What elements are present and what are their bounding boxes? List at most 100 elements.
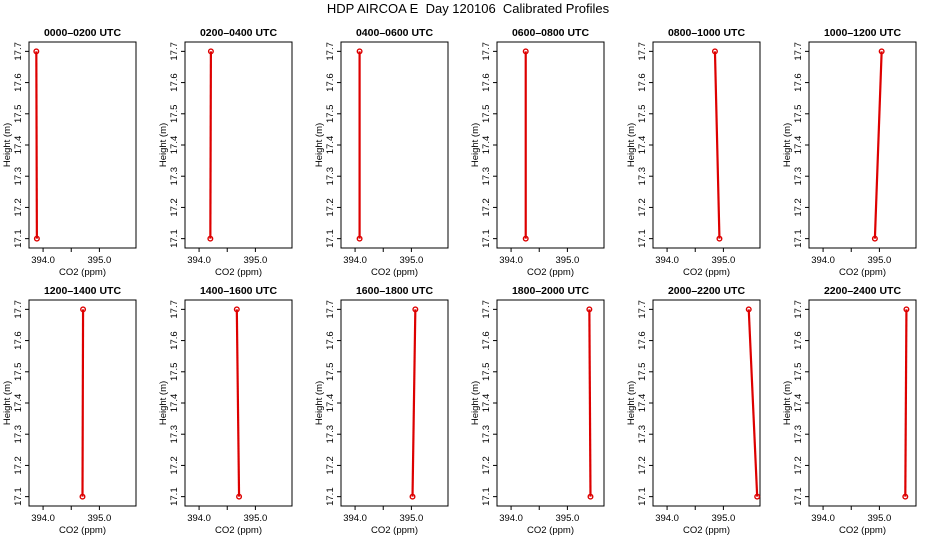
y-tick-label: 17.4	[481, 394, 492, 413]
y-axis-label: Height (m)	[2, 381, 13, 425]
x-tick-label: 395.0	[244, 255, 268, 266]
x-axis-label: CO2 (ppm)	[839, 525, 886, 536]
x-axis-label: CO2 (ppm)	[215, 267, 262, 278]
y-tick-label: 17.7	[169, 42, 180, 61]
plot-frame	[652, 41, 761, 249]
y-tick-label: 17.3	[325, 425, 336, 444]
y-tick-label: 17.7	[13, 300, 24, 319]
profile-point	[207, 235, 214, 242]
y-tick-label: 17.4	[325, 136, 336, 155]
profile-line	[747, 309, 759, 497]
y-tick-label: 17.3	[637, 425, 648, 444]
x-tick-label: 395.0	[712, 513, 736, 524]
panel-2: 0200–0400 UTC 394.0 395.0 17.1 17.2 17.3 17.4 1…	[158, 27, 293, 278]
y-tick-label: 17.4	[637, 394, 648, 413]
y-tick-label: 17.2	[169, 198, 180, 217]
x-tick-label: 395.0	[556, 513, 580, 524]
y-tick-label: 17.1	[13, 487, 24, 506]
y-tick-label: 17.6	[169, 331, 180, 350]
panel-1: 0000–0200 UTC 394.0 395.0 17.1 17.2 17.3 17.4 1…	[2, 27, 137, 278]
y-axis-label: Height (m)	[2, 123, 13, 167]
y-tick-label: 17.1	[481, 487, 492, 506]
y-tick-label: 17.4	[793, 136, 804, 155]
x-tick-label: 394.0	[655, 255, 679, 266]
y-tick-label: 17.6	[637, 73, 648, 92]
y-tick-label: 17.5	[637, 363, 648, 382]
profile-point	[522, 235, 529, 242]
plot-frame	[808, 41, 917, 249]
profile-point	[902, 493, 909, 500]
y-tick-label: 17.2	[637, 198, 648, 217]
profile-point	[522, 48, 529, 55]
profile-point	[716, 235, 723, 242]
y-axis-label: Height (m)	[158, 123, 169, 167]
y-axis-label: Height (m)	[314, 123, 325, 167]
profile-point	[903, 306, 910, 313]
x-tick-label: 395.0	[712, 255, 736, 266]
x-tick-label: 395.0	[88, 513, 112, 524]
panel-6: 1000–1200 UTC 394.0 395.0 17.1 17.2 17.3 17.4 1…	[782, 27, 917, 278]
y-tick-label: 17.3	[325, 167, 336, 186]
profile-line	[904, 309, 908, 497]
profile-point	[33, 235, 40, 242]
panel-title: 0400–0600 UTC	[356, 27, 433, 39]
y-tick-label: 17.7	[169, 300, 180, 319]
x-tick-label: 394.0	[31, 513, 55, 524]
y-tick-label: 17.5	[325, 105, 336, 124]
y-tick-label: 17.7	[793, 42, 804, 61]
y-tick-label: 17.7	[13, 42, 24, 61]
y-tick-label: 17.5	[169, 363, 180, 382]
y-tick-label: 17.6	[13, 331, 24, 350]
x-tick-label: 394.0	[343, 513, 367, 524]
panel-title: 1800–2000 UTC	[512, 285, 589, 297]
profile-point	[586, 306, 593, 313]
y-tick-label: 17.7	[325, 42, 336, 61]
plot-frame	[184, 41, 293, 249]
y-tick-label: 17.7	[637, 300, 648, 319]
y-tick-label: 17.4	[793, 394, 804, 413]
y-tick-label: 17.2	[637, 456, 648, 475]
profile-line	[588, 309, 592, 497]
profile-point	[587, 493, 594, 500]
profile-line	[209, 51, 213, 239]
y-tick-label: 17.3	[481, 167, 492, 186]
x-tick-label: 394.0	[811, 513, 835, 524]
x-tick-label: 394.0	[187, 513, 211, 524]
panel-5: 0800–1000 UTC 394.0 395.0 17.1 17.2 17.3 17.4 1…	[626, 27, 761, 278]
x-tick-label: 394.0	[31, 255, 55, 266]
x-tick-label: 395.0	[868, 255, 892, 266]
panel-12: 2200–2400 UTC 394.0 395.0 17.1 17.2 17.3 17.4 1…	[782, 285, 917, 536]
profile-point	[80, 306, 87, 313]
y-tick-label: 17.2	[793, 456, 804, 475]
y-tick-label: 17.4	[13, 136, 24, 155]
plot-frame	[28, 41, 137, 249]
y-tick-label: 17.1	[793, 229, 804, 248]
y-tick-label: 17.5	[169, 105, 180, 124]
y-tick-label: 17.3	[793, 167, 804, 186]
y-tick-label: 17.4	[169, 136, 180, 155]
y-tick-label: 17.1	[637, 487, 648, 506]
profile-point	[412, 306, 419, 313]
y-axis-label: Height (m)	[470, 123, 481, 167]
plot-frame	[496, 299, 605, 507]
y-tick-label: 17.3	[637, 167, 648, 186]
y-tick-label: 17.5	[481, 363, 492, 382]
y-tick-label: 17.6	[793, 73, 804, 92]
y-tick-label: 17.3	[13, 425, 24, 444]
x-tick-label: 395.0	[400, 513, 424, 524]
y-tick-label: 17.3	[169, 425, 180, 444]
profile-point	[233, 306, 240, 313]
y-tick-label: 17.6	[325, 73, 336, 92]
y-tick-label: 17.7	[637, 42, 648, 61]
x-axis-label: CO2 (ppm)	[683, 525, 730, 536]
panel-title: 1000–1200 UTC	[824, 27, 901, 39]
x-axis-label: CO2 (ppm)	[371, 267, 418, 278]
x-tick-label: 394.0	[187, 255, 211, 266]
panel-10: 1800–2000 UTC 394.0 395.0 17.1 17.2 17.3 17.4 1…	[470, 285, 605, 536]
panel-9: 1600–1800 UTC 394.0 395.0 17.1 17.2 17.3 17.4 1…	[314, 285, 449, 536]
y-tick-label: 17.1	[637, 229, 648, 248]
y-tick-label: 17.5	[481, 105, 492, 124]
plot-frame	[496, 41, 605, 249]
profile-point	[871, 235, 878, 242]
x-axis-label: CO2 (ppm)	[683, 267, 730, 278]
